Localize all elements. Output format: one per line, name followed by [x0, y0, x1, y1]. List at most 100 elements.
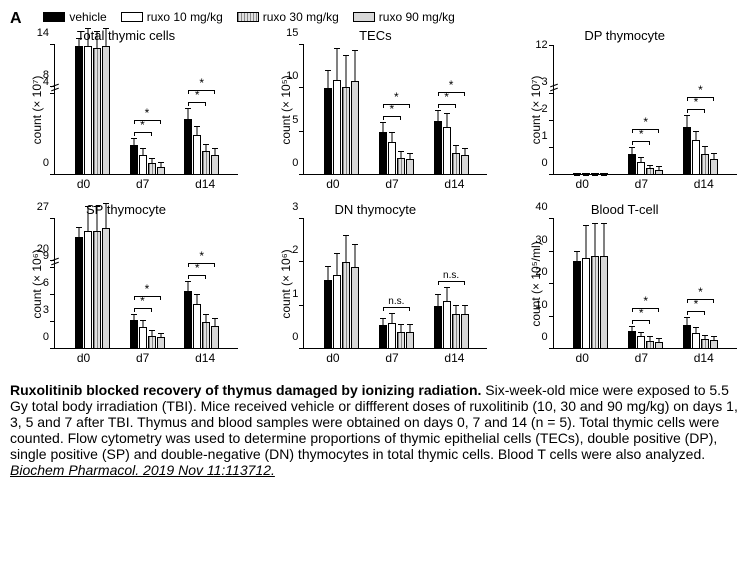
- error-bar: [586, 226, 587, 259]
- bar-wrapper: [324, 280, 332, 349]
- chart: Total thymic cellscount (× 10⁷)04814****…: [10, 28, 242, 198]
- bar-wrapper: [701, 154, 709, 175]
- error-cap: [343, 55, 349, 56]
- error-bar: [659, 167, 660, 170]
- bar: [452, 153, 460, 175]
- bar-wrapper: [211, 155, 219, 175]
- bar-wrapper: [324, 88, 332, 175]
- bar-wrapper: [93, 48, 101, 175]
- y-tick: [299, 87, 304, 88]
- chart: DN thymocytecount (× 10⁶)0123n.s.n.s.d0d…: [259, 202, 491, 372]
- bar-wrapper: [628, 331, 636, 349]
- x-tick-label: d7: [635, 177, 648, 191]
- bar-group: [324, 80, 359, 175]
- bar: [591, 256, 599, 349]
- caption-title: Ruxolitinib blocked recovery of thymus d…: [10, 382, 481, 398]
- bar: [324, 280, 332, 349]
- bar-wrapper: [683, 325, 691, 349]
- significance-bracket: [687, 299, 714, 300]
- chart: SP thymocytecount (× 10⁶)03692027****d0d…: [10, 202, 242, 372]
- y-tick-label: 5: [292, 114, 304, 126]
- error-bar: [577, 252, 578, 262]
- error-cap: [638, 332, 644, 333]
- bar-wrapper: [461, 314, 469, 349]
- bar: [342, 262, 350, 349]
- y-tick: [50, 267, 55, 268]
- error-bar: [437, 295, 438, 306]
- error-cap: [574, 175, 580, 176]
- bar-group: [184, 291, 219, 349]
- x-axis-line: [554, 174, 737, 176]
- bar: [333, 80, 341, 175]
- y-tick-label: 40: [535, 201, 553, 213]
- bar: [628, 331, 636, 349]
- legend-label: vehicle: [69, 10, 106, 24]
- y-tick: [299, 305, 304, 306]
- significance-bracket: [687, 109, 705, 110]
- significance-bracket: [632, 308, 659, 309]
- bar-wrapper: [139, 327, 147, 349]
- y-tick: [549, 316, 554, 317]
- legend-swatch: [121, 12, 143, 22]
- bar: [130, 320, 138, 349]
- error-bar: [215, 149, 216, 155]
- error-bar: [206, 145, 207, 151]
- significance-label: *: [199, 76, 204, 90]
- bar: [211, 326, 219, 349]
- error-bar: [142, 149, 143, 155]
- error-cap: [638, 157, 644, 158]
- significance-bracket: [188, 275, 206, 276]
- significance-bracket: [134, 296, 161, 297]
- error-bar: [704, 147, 705, 154]
- bar: [683, 325, 691, 349]
- y-tick: [50, 93, 55, 94]
- bar: [75, 237, 83, 349]
- error-cap: [435, 294, 441, 295]
- error-bar: [464, 306, 465, 315]
- error-cap: [592, 223, 598, 224]
- error-bar: [464, 149, 465, 155]
- x-axis-line: [304, 174, 487, 176]
- bar: [443, 301, 451, 349]
- bar: [184, 119, 192, 175]
- legend-item: vehicle: [43, 10, 106, 24]
- bar: [184, 291, 192, 349]
- error-cap: [76, 38, 82, 39]
- error-bar: [391, 314, 392, 323]
- significance-bracket: [438, 104, 456, 105]
- error-bar: [133, 139, 134, 145]
- y-tick-label: 0: [43, 331, 55, 343]
- y-tick-label: 10: [286, 70, 304, 82]
- legend-label: ruxo 30 mg/kg: [263, 10, 339, 24]
- error-cap: [149, 330, 155, 331]
- y-tick: [50, 294, 55, 295]
- plot-area: count (× 10⁵)051015****: [303, 45, 487, 175]
- bar: [139, 327, 147, 349]
- y-tick: [549, 120, 554, 121]
- significance-bracket: [134, 120, 161, 121]
- bar-wrapper: [84, 46, 92, 175]
- y-tick: [549, 283, 554, 284]
- error-cap: [334, 48, 340, 49]
- bar: [692, 140, 700, 175]
- legend-swatch: [237, 12, 259, 22]
- bar-wrapper: [388, 323, 396, 349]
- error-cap: [131, 138, 137, 139]
- error-cap: [693, 131, 699, 132]
- axis-break: [51, 258, 59, 266]
- error-cap: [380, 318, 386, 319]
- error-bar: [337, 49, 338, 79]
- error-bar: [96, 32, 97, 49]
- bar-wrapper: [333, 275, 341, 349]
- bar: [193, 135, 201, 175]
- significance-bracket: [188, 102, 206, 103]
- bar-group: [434, 121, 469, 175]
- significance-label: *: [199, 249, 204, 263]
- error-bar: [382, 123, 383, 132]
- bar: [397, 332, 405, 349]
- error-cap: [158, 333, 164, 334]
- bar-wrapper: [139, 155, 147, 175]
- legend-label: ruxo 90 mg/kg: [379, 10, 455, 24]
- chart-grid: Total thymic cellscount (× 10⁷)04814****…: [10, 28, 746, 372]
- error-bar: [437, 111, 438, 121]
